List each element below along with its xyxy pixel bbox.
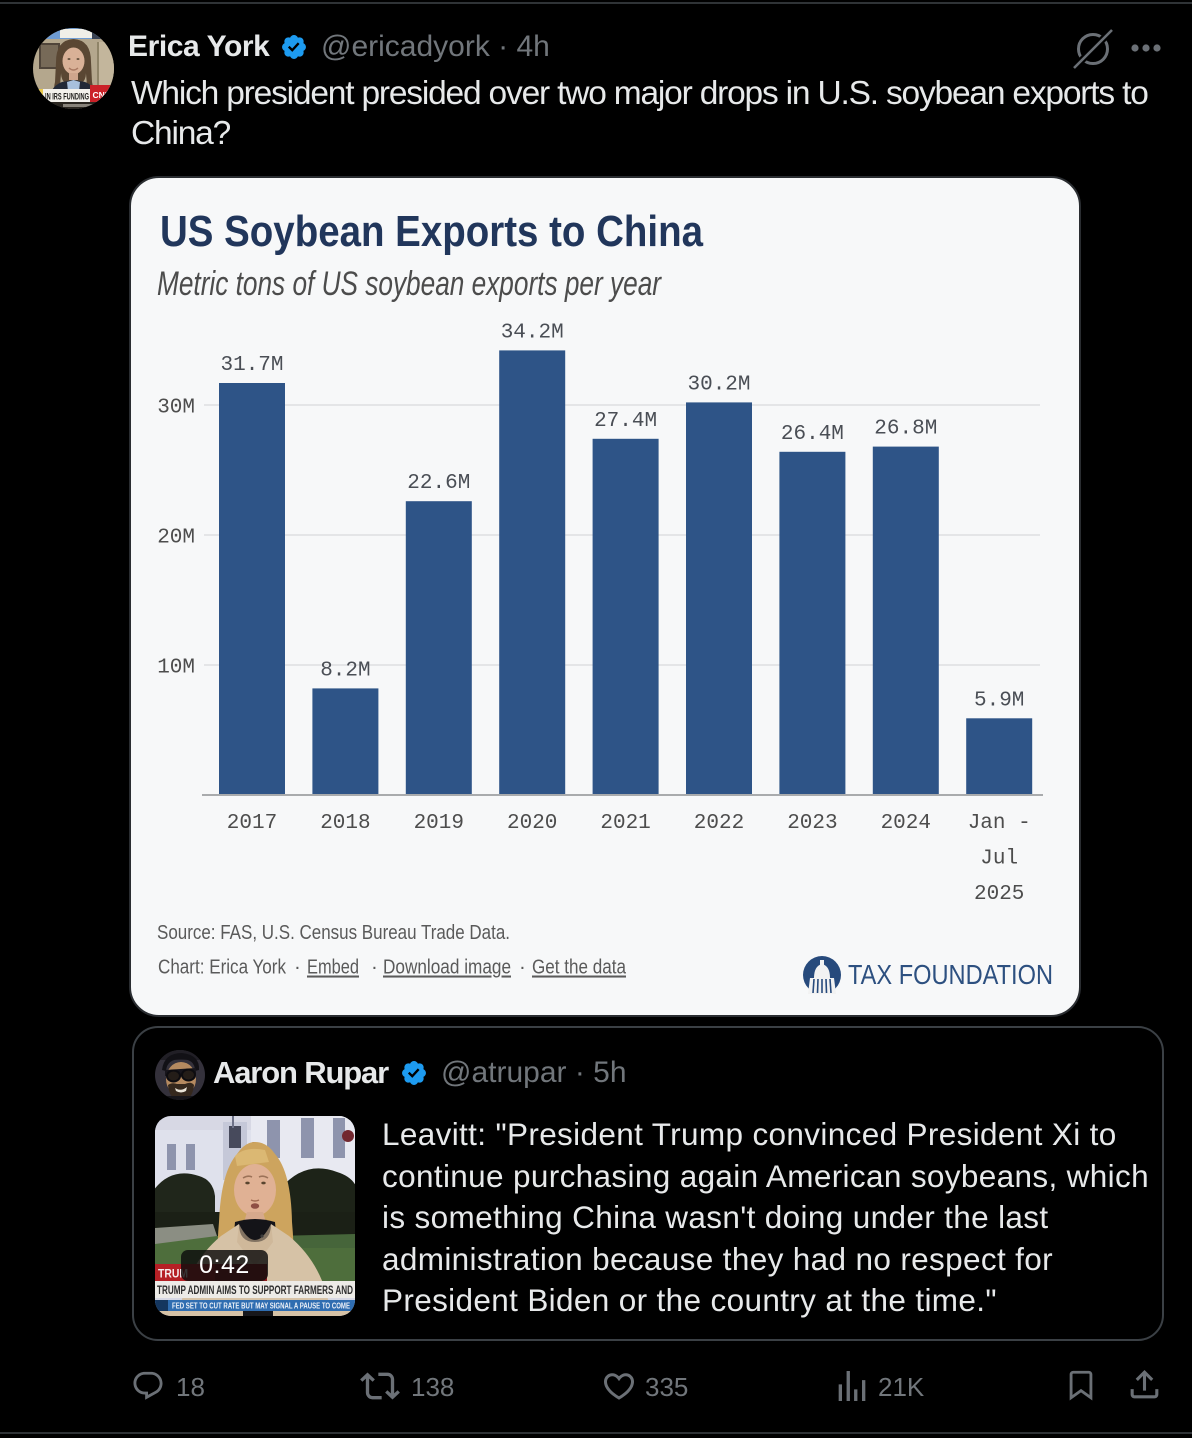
svg-text:2019: 2019 (414, 812, 464, 835)
svg-text:·: · (371, 956, 378, 979)
svg-text:Jan -: Jan - (968, 812, 1031, 835)
svg-text:10M: 10M (157, 657, 195, 680)
svg-text:TRUMP ADMIN AIMS TO SUPPORT FA: TRUMP ADMIN AIMS TO SUPPORT FARMERS AND (157, 1283, 353, 1297)
svg-text:34.2M: 34.2M (501, 321, 564, 344)
svg-text:2024: 2024 (881, 812, 931, 835)
svg-text:Source: FAS, U.S. Census Burea: Source: FAS, U.S. Census Bureau Trade Da… (157, 921, 510, 944)
svg-text:2023: 2023 (787, 812, 837, 835)
svg-text:TRUM: TRUM (158, 1267, 188, 1281)
svg-text:31.7M: 31.7M (220, 354, 283, 377)
svg-text:26.8M: 26.8M (874, 418, 937, 441)
svg-text:2020: 2020 (507, 812, 557, 835)
svg-text:2022: 2022 (694, 812, 744, 835)
svg-text:2018: 2018 (320, 812, 370, 835)
svg-text:0:42: 0:42 (199, 1251, 250, 1279)
svg-text:26.4M: 26.4M (781, 423, 844, 446)
svg-text:Metric tons of US soybean expo: Metric tons of US soybean exports per ye… (157, 265, 662, 303)
svg-text:TAX FOUNDATION: TAX FOUNDATION (848, 959, 1053, 990)
svg-text:2021: 2021 (600, 812, 650, 835)
svg-text:IN IRS FUNDING: IN IRS FUNDING (45, 92, 89, 103)
svg-text:·: · (519, 956, 526, 979)
svg-text:20M: 20M (157, 527, 195, 550)
svg-text:Chart: Erica York: Chart: Erica York (158, 956, 287, 979)
svg-text:US Soybean Exports to China: US Soybean Exports to China (160, 207, 703, 256)
svg-text:30M: 30M (157, 397, 195, 420)
svg-text:27.4M: 27.4M (594, 410, 657, 433)
svg-text:22.6M: 22.6M (407, 472, 470, 495)
svg-text:Jul: Jul (980, 848, 1018, 871)
svg-text:5.9M: 5.9M (974, 689, 1024, 712)
svg-text:30.2M: 30.2M (687, 373, 750, 396)
svg-text:2025: 2025 (974, 883, 1024, 906)
svg-text:FED SET TO CUT RATE BUT MAY SI: FED SET TO CUT RATE BUT MAY SIGNAL A PAU… (172, 1302, 350, 1311)
svg-text:·: · (294, 956, 301, 979)
svg-text:8.2M: 8.2M (320, 659, 370, 682)
svg-text:Get the data: Get the data (532, 956, 626, 979)
svg-text:CNN: CNN (93, 90, 111, 100)
svg-text:Download image: Download image (383, 956, 511, 979)
svg-text:Embed: Embed (307, 956, 359, 979)
svg-text:2017: 2017 (227, 812, 277, 835)
